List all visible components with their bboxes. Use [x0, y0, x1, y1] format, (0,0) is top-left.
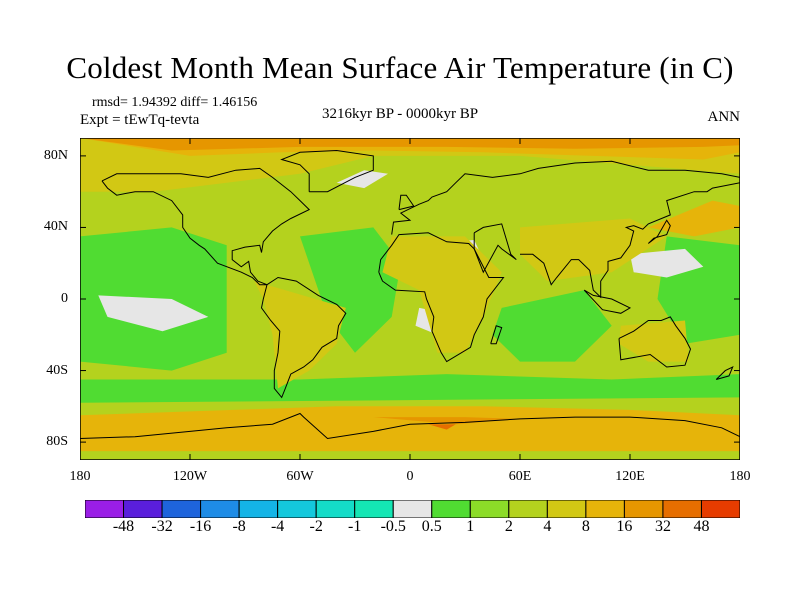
colorbar-box	[85, 500, 125, 518]
colorbar-label: -16	[189, 518, 212, 535]
colorbar-box	[623, 500, 664, 518]
longitude-label: 60E	[508, 469, 532, 484]
colorbar-label: 2	[504, 518, 513, 535]
longitude-label: 60W	[286, 469, 314, 484]
coastline-segment	[618, 316, 692, 368]
coastline-segment	[583, 289, 632, 314]
coastline-segment	[715, 365, 734, 380]
coastline-segment	[490, 325, 503, 345]
colorbar-label: -1	[348, 518, 362, 535]
land-field-region	[80, 138, 740, 151]
colorbar-box	[315, 500, 356, 518]
temperature-map	[80, 138, 740, 460]
colorbar-box	[238, 500, 279, 518]
experiment-text: Expt = tEwTq-tevta	[80, 112, 200, 128]
colorbar-label: 8	[581, 518, 590, 535]
period-text: 3216kyr BP - 0000kyr BP	[322, 106, 479, 122]
colorbar	[85, 500, 740, 518]
longitude-label: 180	[69, 469, 91, 484]
land-field-region	[520, 218, 667, 282]
ocean-field-region	[492, 290, 612, 362]
coastline-segment	[101, 167, 311, 286]
land-field-region	[428, 424, 456, 430]
colorbar-box	[508, 500, 548, 518]
coastline-segment	[80, 412, 740, 440]
ocean-field-region	[630, 248, 704, 278]
colorbar-label: 48	[693, 518, 710, 535]
coastline-segment	[260, 276, 347, 399]
latitude-label: 0	[61, 291, 68, 306]
coastline-segment	[280, 149, 374, 193]
colorbar-label: -32	[151, 518, 173, 535]
land-field-region	[619, 320, 689, 362]
land-field-region	[254, 281, 346, 389]
colorbar-box	[662, 500, 702, 518]
colorbar-label: 16	[616, 518, 633, 535]
colorbar-box	[469, 500, 510, 518]
colorbar-box	[161, 500, 202, 518]
coastline-segment	[378, 232, 505, 363]
coastline-segment	[391, 160, 740, 235]
latitude-label: 80N	[43, 147, 68, 163]
colorbar-label: -4	[270, 518, 285, 535]
latitude-label: 40N	[43, 219, 68, 235]
latitude-label: 40S	[46, 362, 68, 378]
colorbar-label: 4	[543, 518, 552, 535]
coastline-segment	[647, 219, 671, 244]
latitude-label: 80S	[46, 434, 68, 450]
colorbar-box	[354, 500, 394, 518]
coastline-segment	[520, 182, 740, 299]
longitude-label: 120W	[172, 469, 208, 484]
season-text: ANN	[707, 109, 741, 125]
colorbar-label: -8	[232, 518, 246, 535]
axis-ticks	[80, 138, 740, 460]
longitude-label: 0	[406, 469, 414, 484]
ocean-field-region	[98, 295, 209, 332]
colorbar-box	[585, 500, 625, 518]
map-panel	[80, 138, 740, 460]
land-field-region	[648, 200, 740, 237]
colorbar-label: 32	[654, 518, 671, 535]
coastlines	[80, 149, 740, 440]
coastline-segment	[473, 223, 517, 274]
longitude-label: 120E	[615, 469, 645, 484]
longitude-label: 180	[729, 469, 751, 484]
colorbar-label: 1	[466, 518, 475, 535]
colorbar-box	[431, 500, 471, 518]
stats-text: rmsd= 1.94392 diff= 1.46156	[92, 95, 258, 110]
colorbar-label: -2	[309, 518, 323, 535]
colorbar-box	[123, 500, 163, 518]
colorbar-box	[700, 500, 740, 518]
colorbar-box	[392, 500, 433, 518]
land-field-region	[373, 417, 520, 425]
coastline-segment	[398, 194, 415, 211]
colorbar-box	[277, 500, 317, 518]
map-title: Coldest Month Mean Surface Air Temperatu…	[66, 50, 734, 85]
colorbar-label: 0.5	[421, 518, 442, 535]
ocean-field-region	[300, 227, 401, 353]
colorbar-label: -0.5	[380, 518, 406, 535]
land-field-region	[80, 406, 740, 452]
ocean-field-region	[80, 374, 740, 403]
land-temperature-field	[80, 138, 740, 452]
colorbar-label: -48	[112, 518, 135, 535]
colorbar-box	[200, 500, 240, 518]
colorbar-box	[546, 500, 587, 518]
ocean-field-region	[336, 170, 388, 189]
land-field-region	[382, 236, 502, 353]
